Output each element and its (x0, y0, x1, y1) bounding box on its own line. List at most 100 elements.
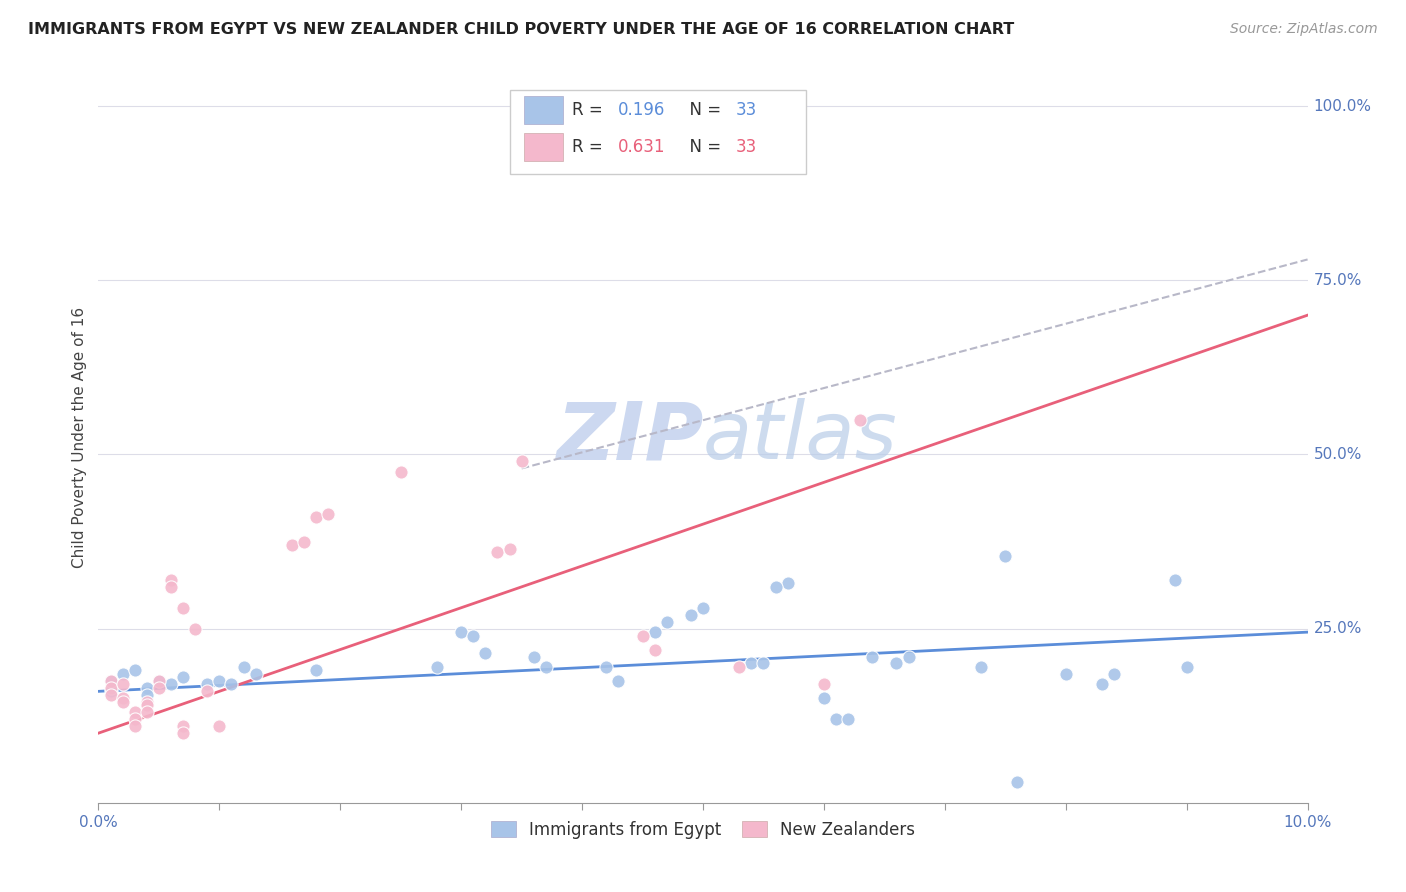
Text: 25.0%: 25.0% (1313, 621, 1362, 636)
Point (474, 646, 496, 660)
Text: 33: 33 (735, 101, 756, 120)
Point (776, 576, 799, 591)
Point (463, 629, 485, 643)
Text: N =: N = (679, 101, 725, 120)
Point (1102, 667, 1125, 681)
Point (897, 649, 920, 664)
Point (135, 681, 157, 695)
Point (135, 698, 157, 713)
Point (184, 622, 207, 636)
Legend: Immigrants from Egypt, New Zealanders: Immigrants from Egypt, New Zealanders (485, 814, 921, 846)
Text: 0.631: 0.631 (619, 137, 666, 156)
Point (305, 510, 328, 524)
Point (679, 607, 702, 622)
Point (111, 695, 134, 709)
Point (160, 573, 183, 587)
Text: 0.196: 0.196 (619, 101, 665, 120)
Point (970, 660, 993, 674)
Point (232, 660, 254, 674)
Text: IMMIGRANTS FROM EGYPT VS NEW ZEALANDER CHILD POVERTY UNDER THE AGE OF 16 CORRELA: IMMIGRANTS FROM EGYPT VS NEW ZEALANDER C… (28, 22, 1014, 37)
Point (728, 660, 751, 674)
Point (389, 465, 412, 479)
Point (281, 538, 304, 552)
Point (160, 677, 183, 691)
Point (100, 681, 122, 695)
Point (752, 657, 775, 671)
Point (631, 629, 654, 643)
Text: 100.0%: 100.0% (1313, 99, 1372, 113)
FancyBboxPatch shape (509, 90, 806, 174)
Point (100, 673, 122, 688)
Point (644, 625, 666, 640)
Point (221, 677, 243, 691)
Text: 50.0%: 50.0% (1313, 447, 1362, 462)
Point (607, 673, 630, 688)
Point (740, 657, 762, 671)
Point (752, 99, 775, 113)
Point (860, 649, 883, 664)
Point (124, 719, 146, 733)
Point (510, 454, 533, 468)
Point (208, 719, 231, 733)
Point (124, 712, 146, 726)
Point (148, 673, 170, 688)
Point (111, 691, 134, 706)
Point (172, 600, 194, 615)
Point (994, 549, 1017, 563)
Point (765, 580, 787, 594)
Point (172, 726, 194, 740)
Point (292, 534, 315, 549)
Point (534, 660, 557, 674)
Point (100, 673, 122, 688)
Point (1091, 677, 1114, 691)
Point (148, 681, 170, 695)
Point (498, 541, 520, 556)
Point (135, 705, 157, 719)
Point (124, 664, 146, 678)
Point (1175, 660, 1198, 674)
Point (1163, 573, 1185, 587)
Text: R =: R = (572, 137, 609, 156)
Point (135, 688, 157, 702)
FancyBboxPatch shape (524, 133, 562, 161)
Point (486, 545, 509, 559)
Point (813, 691, 835, 706)
Point (124, 705, 146, 719)
Point (655, 615, 678, 629)
Point (305, 664, 328, 678)
Point (245, 667, 267, 681)
Point (316, 507, 339, 521)
Point (825, 712, 848, 726)
Point (595, 660, 617, 674)
Point (160, 580, 183, 594)
Text: 33: 33 (735, 137, 756, 156)
Point (426, 660, 449, 674)
Text: 75.0%: 75.0% (1313, 273, 1362, 288)
Point (195, 677, 218, 691)
Point (111, 667, 134, 681)
Point (692, 600, 714, 615)
Point (100, 684, 122, 698)
Point (100, 688, 122, 702)
Point (135, 695, 157, 709)
Point (886, 657, 908, 671)
FancyBboxPatch shape (524, 96, 562, 124)
Text: Source: ZipAtlas.com: Source: ZipAtlas.com (1230, 22, 1378, 37)
Point (148, 673, 170, 688)
Point (837, 712, 859, 726)
Point (208, 673, 231, 688)
Y-axis label: Child Poverty Under the Age of 16: Child Poverty Under the Age of 16 (72, 307, 87, 567)
Point (813, 677, 835, 691)
Text: N =: N = (679, 137, 725, 156)
Point (644, 642, 666, 657)
Point (1007, 775, 1029, 789)
Point (172, 670, 194, 684)
Point (195, 684, 218, 698)
Point (849, 412, 872, 426)
Point (450, 625, 472, 640)
Text: ZIP: ZIP (555, 398, 703, 476)
Point (1054, 667, 1077, 681)
Text: atlas: atlas (703, 398, 898, 476)
Point (111, 677, 134, 691)
Point (172, 719, 194, 733)
